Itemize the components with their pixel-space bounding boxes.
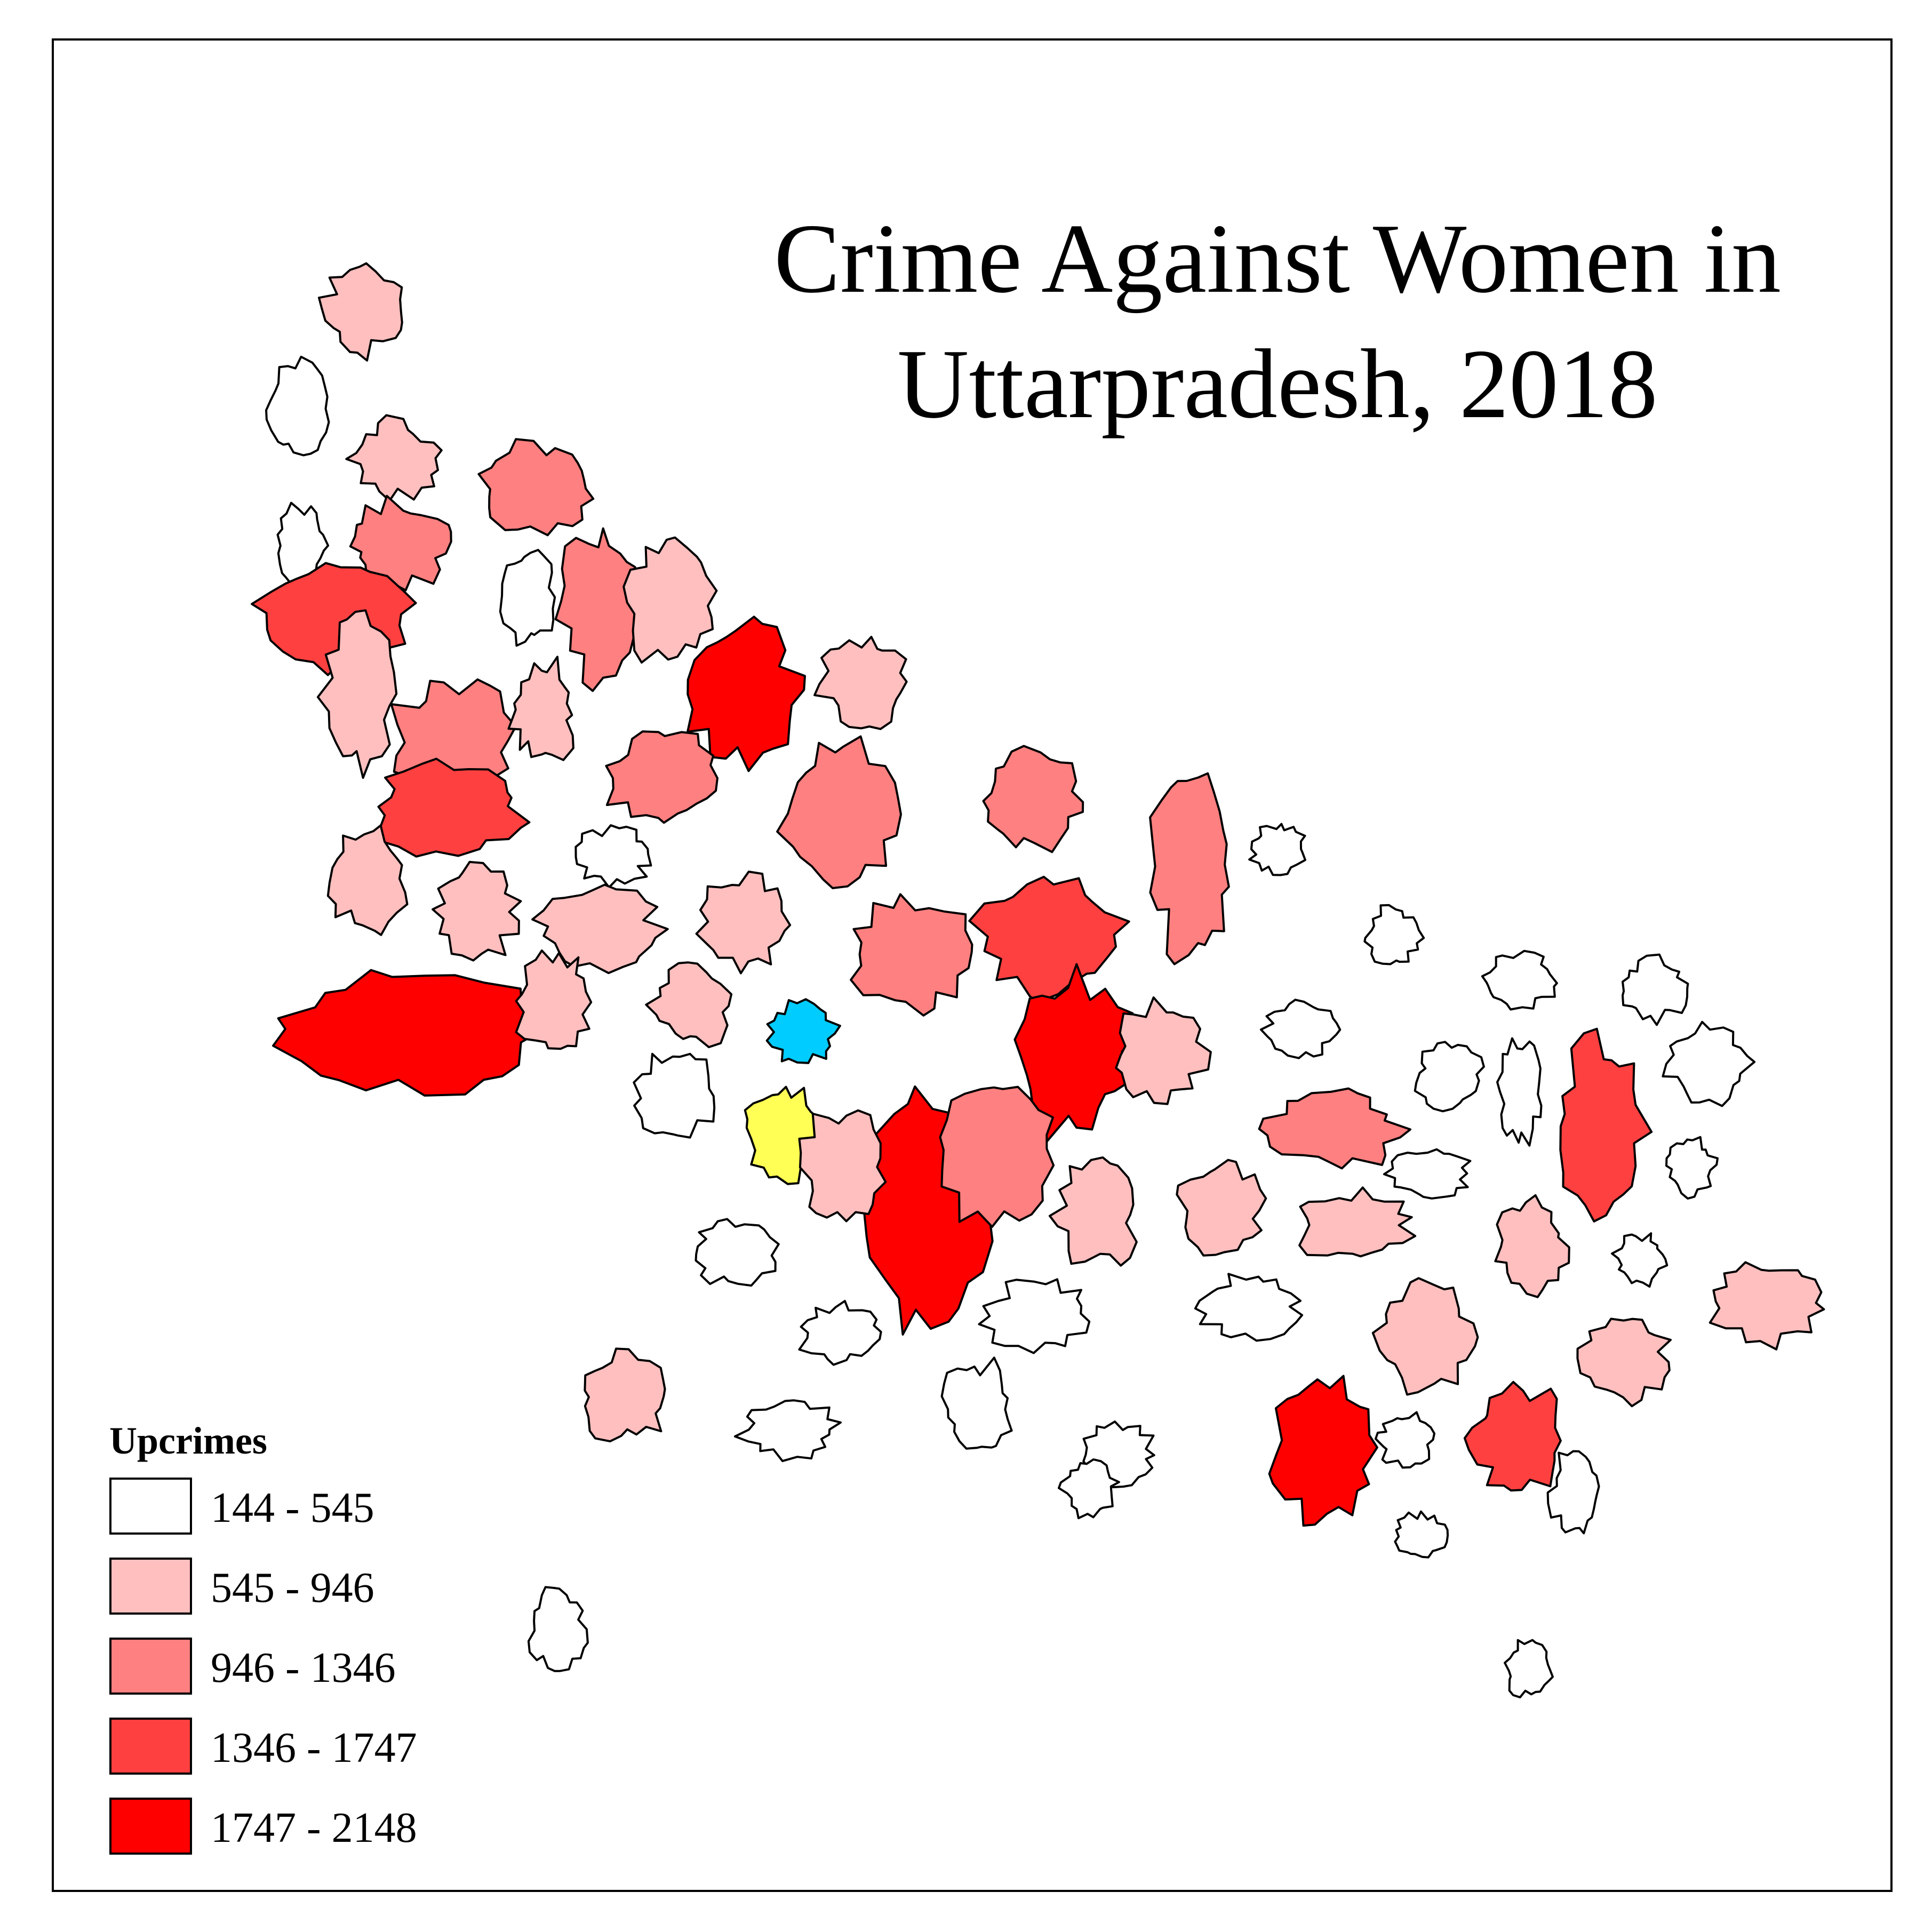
district-42 <box>1258 1087 1411 1170</box>
district-22 <box>432 860 522 962</box>
district-19 <box>982 745 1084 853</box>
legend-label-2: 545 - 946 <box>211 1564 374 1611</box>
legend-swatch-1 <box>109 1478 192 1535</box>
legend-label-3: 946 - 1346 <box>211 1644 396 1691</box>
district-30 <box>272 969 548 1097</box>
district-61 <box>1576 1318 1672 1408</box>
district-63 <box>584 1347 666 1443</box>
district-29 <box>1363 904 1425 965</box>
district-32 <box>645 961 733 1049</box>
district-21 <box>326 824 409 936</box>
legend-swatch-3 <box>109 1638 192 1695</box>
district-69 <box>1463 1380 1562 1492</box>
district-51 <box>1049 1156 1138 1267</box>
legend-swatch-5 <box>109 1798 192 1855</box>
district-35 <box>1115 996 1212 1105</box>
district-11 <box>686 616 806 772</box>
district-50 <box>1383 1148 1472 1200</box>
district-10 <box>622 536 718 664</box>
district-45 <box>1414 1041 1485 1113</box>
legend-swatch-4 <box>109 1718 192 1775</box>
district-13 <box>316 609 398 779</box>
district-12 <box>813 636 908 730</box>
district-47 <box>1559 1027 1653 1223</box>
district-15 <box>507 656 574 761</box>
district-27 <box>1149 772 1230 965</box>
district-44 <box>1622 953 1689 1026</box>
district-62 <box>798 1300 882 1366</box>
district-3 <box>345 414 443 502</box>
legend-item-1: 144 - 545 <box>109 1478 589 1537</box>
district-2 <box>265 355 330 457</box>
district-8 <box>499 549 556 647</box>
district-53 <box>1298 1186 1417 1258</box>
district-36 <box>633 1052 716 1139</box>
district-57 <box>694 1218 780 1287</box>
district-40 <box>798 1109 887 1223</box>
map-title-line-1: Crime Against Women in <box>774 204 1781 314</box>
district-20 <box>574 824 652 889</box>
district-70 <box>1546 1450 1600 1535</box>
district-49 <box>1665 1136 1719 1200</box>
district-39 <box>939 1085 1055 1228</box>
legend: Upcrimes 144 - 545 545 - 946 946 - 1346 … <box>109 1419 589 1855</box>
district-72 <box>1394 1510 1449 1559</box>
legend-title: Upcrimes <box>109 1419 267 1462</box>
district-60 <box>1371 1277 1479 1396</box>
district-25 <box>850 893 973 1017</box>
legend-label-1: 144 - 545 <box>211 1484 374 1531</box>
legend-label-5: 1747 - 2148 <box>211 1805 417 1851</box>
legend-item-4: 1346 - 1747 <box>109 1718 589 1777</box>
district-9 <box>554 527 637 692</box>
district-28 <box>1248 823 1306 876</box>
district-52 <box>1176 1159 1267 1257</box>
district-71 <box>1058 1458 1120 1520</box>
district-54 <box>1494 1194 1570 1298</box>
district-43 <box>1481 949 1558 1011</box>
legend-label-4: 1346 - 1747 <box>211 1725 417 1771</box>
district-16 <box>377 757 531 858</box>
district-17 <box>605 730 718 824</box>
district-24 <box>695 871 792 975</box>
district-67 <box>1268 1375 1378 1527</box>
district-58 <box>978 1278 1091 1354</box>
legend-item-3: 946 - 1346 <box>109 1638 589 1697</box>
district-34 <box>1013 963 1138 1143</box>
district-33 <box>765 998 841 1064</box>
district-55 <box>1611 1232 1668 1288</box>
map-title: Crime Against Women in Uttarpradesh, 201… <box>709 196 1846 447</box>
district-65 <box>940 1356 1013 1450</box>
map-title-line-2: Uttarpradesh, 2018 <box>897 329 1658 439</box>
district-68 <box>1375 1411 1435 1469</box>
district-31 <box>515 949 593 1050</box>
district-18 <box>776 735 902 889</box>
legend-item-2: 545 - 946 <box>109 1558 589 1617</box>
district-6 <box>349 494 452 592</box>
district-46 <box>1496 1037 1543 1147</box>
district-23 <box>531 883 669 975</box>
district-41 <box>1260 999 1342 1059</box>
district-4 <box>477 438 595 537</box>
district-59 <box>1194 1273 1304 1342</box>
district-74 <box>1504 1639 1554 1698</box>
legend-item-5: 1747 - 2148 <box>109 1798 589 1857</box>
district-26 <box>968 875 1130 1003</box>
legend-swatch-2 <box>109 1558 192 1615</box>
district-48 <box>1662 1020 1756 1107</box>
district-1 <box>318 262 403 362</box>
district-56 <box>1709 1261 1825 1351</box>
district-73 <box>527 1586 589 1672</box>
district-64 <box>733 1399 842 1463</box>
